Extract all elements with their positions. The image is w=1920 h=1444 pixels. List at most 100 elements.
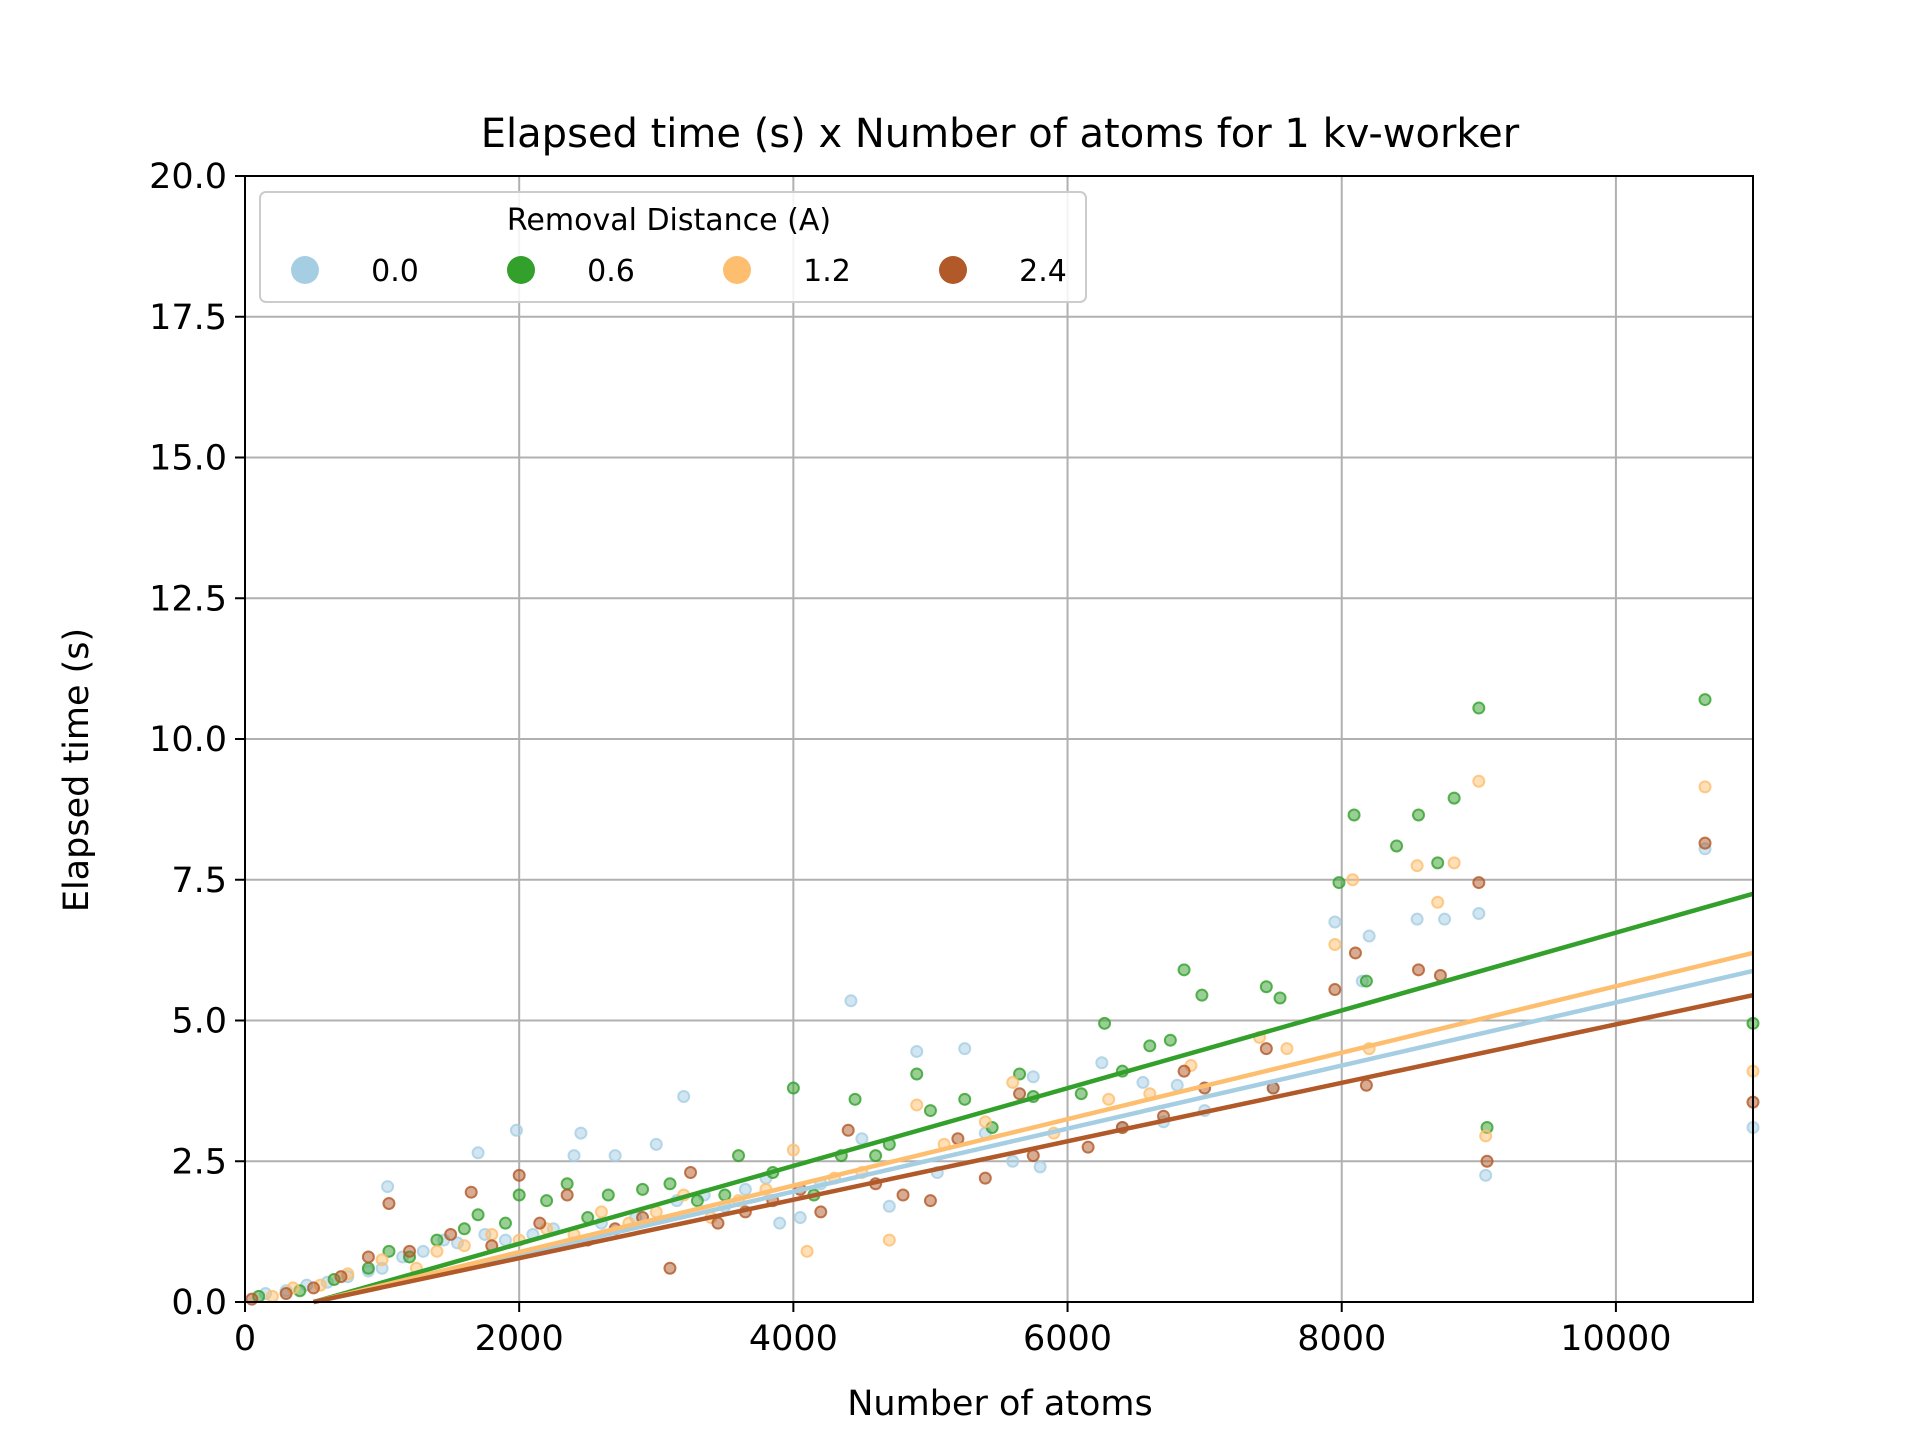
scatter-point — [958, 1042, 972, 1056]
scatter-point — [1102, 1092, 1116, 1106]
scatter-point — [540, 1194, 554, 1208]
scatter-point — [786, 1143, 800, 1157]
scatter-point — [649, 1137, 663, 1151]
scatter-point — [1698, 693, 1712, 707]
scatter-point — [608, 1149, 622, 1163]
grid-lines — [244, 175, 1753, 1303]
scatter-point — [334, 1270, 348, 1284]
scatter-point — [245, 1292, 259, 1306]
legend-label: 2.4 — [1019, 254, 1067, 289]
y-tick-label: 17.5 — [149, 298, 227, 338]
legend-label: 0.0 — [371, 254, 419, 289]
fit-line-1.2 — [313, 950, 1754, 1305]
scatter-point — [1348, 946, 1362, 960]
scatter-point — [1280, 1042, 1294, 1056]
scatter-point — [1195, 988, 1209, 1002]
scatter-point — [1472, 907, 1486, 921]
scatter-point — [361, 1250, 375, 1264]
y-tick-label: 12.5 — [149, 579, 227, 619]
scatter-point — [677, 1090, 691, 1104]
legend-items: 0.0 0.6 1.2 2.4 — [291, 254, 1067, 289]
scatter-point — [690, 1194, 704, 1208]
scatter-point — [601, 1188, 615, 1202]
legend: Removal Distance (A) 0.0 0.6 1.2 2.4 — [259, 191, 1087, 303]
scatter-point — [457, 1239, 471, 1253]
scatter-point — [841, 1123, 855, 1137]
scatter-point — [560, 1188, 574, 1202]
y-tick-label: 15.0 — [149, 439, 227, 479]
scatter-point — [1170, 1078, 1184, 1092]
y-axis-label: Elapsed time (s) — [57, 628, 97, 912]
chart-title: Elapsed time (s) x Number of atoms for 1… — [481, 111, 1520, 157]
scatter-point — [533, 1216, 547, 1230]
scatter-point — [403, 1244, 417, 1258]
x-tick-label: 4000 — [749, 1319, 838, 1359]
scatter-point — [1074, 1087, 1088, 1101]
legend-marker — [723, 256, 751, 284]
y-tick-label: 10.0 — [149, 720, 227, 760]
scatter-point — [1411, 963, 1425, 977]
scatter-point — [1013, 1087, 1027, 1101]
scatter-point — [1472, 774, 1486, 788]
scatter-point — [1480, 1154, 1494, 1168]
scatter-point — [773, 1216, 787, 1230]
scatter-point — [1136, 1075, 1150, 1089]
legend-label: 1.2 — [803, 254, 851, 289]
scatter-point — [464, 1185, 478, 1199]
legend-marker — [507, 256, 535, 284]
scatter-point — [978, 1115, 992, 1129]
scatter-point — [923, 1104, 937, 1118]
scatter-point — [1359, 974, 1373, 988]
scatter-point — [471, 1146, 485, 1160]
scatter-point — [1698, 836, 1712, 850]
scatter-point — [958, 1092, 972, 1106]
scatter-point — [844, 994, 858, 1008]
scatter-point — [430, 1244, 444, 1258]
scatter-point — [732, 1149, 746, 1163]
scatter-point — [800, 1244, 814, 1258]
scatter-point — [361, 1261, 375, 1275]
scatter-point — [279, 1287, 293, 1301]
scatter-point — [910, 1067, 924, 1081]
scatter-point — [1328, 915, 1342, 929]
scatter-point — [1438, 912, 1452, 926]
scatter-point — [1013, 1067, 1027, 1081]
scatter-point — [560, 1177, 574, 1191]
scatter-point — [711, 1216, 725, 1230]
scatter-point — [896, 1188, 910, 1202]
x-axis-label: Number of atoms — [847, 1384, 1153, 1424]
scatter-point — [663, 1261, 677, 1275]
legend-marker — [291, 256, 319, 284]
scatter-point — [1259, 980, 1273, 994]
scatter-point — [1273, 991, 1287, 1005]
scatter-point — [1143, 1039, 1157, 1053]
scatter-point — [882, 1199, 896, 1213]
scatter-point — [1472, 876, 1486, 890]
scatter-point — [1698, 780, 1712, 794]
y-tick-label: 5.0 — [171, 1002, 227, 1042]
y-tick-label: 2.5 — [171, 1142, 227, 1182]
scatter-point — [1026, 1070, 1040, 1084]
scatter-point — [1328, 937, 1342, 951]
scatter-point — [567, 1149, 581, 1163]
scatter-point — [430, 1233, 444, 1247]
scatter-point — [814, 1205, 828, 1219]
scatter-point — [1177, 1064, 1191, 1078]
scatter-point — [381, 1180, 395, 1194]
series-0.0 — [259, 842, 1760, 1301]
legend-box — [259, 191, 1087, 303]
scatter-point — [910, 1044, 924, 1058]
scatter-point — [1431, 856, 1445, 870]
scatter-point — [869, 1149, 883, 1163]
scatter-point — [1095, 1056, 1109, 1070]
scatter-point — [923, 1194, 937, 1208]
fit-line-2.4 — [313, 992, 1754, 1305]
scatter-point — [265, 1289, 279, 1303]
scatter-point — [1328, 983, 1342, 997]
scatter-point — [1163, 1033, 1177, 1047]
scatter-point — [636, 1182, 650, 1196]
scatter-point — [1479, 1129, 1493, 1143]
scatter-point — [594, 1205, 608, 1219]
scatter-point — [1410, 912, 1424, 926]
